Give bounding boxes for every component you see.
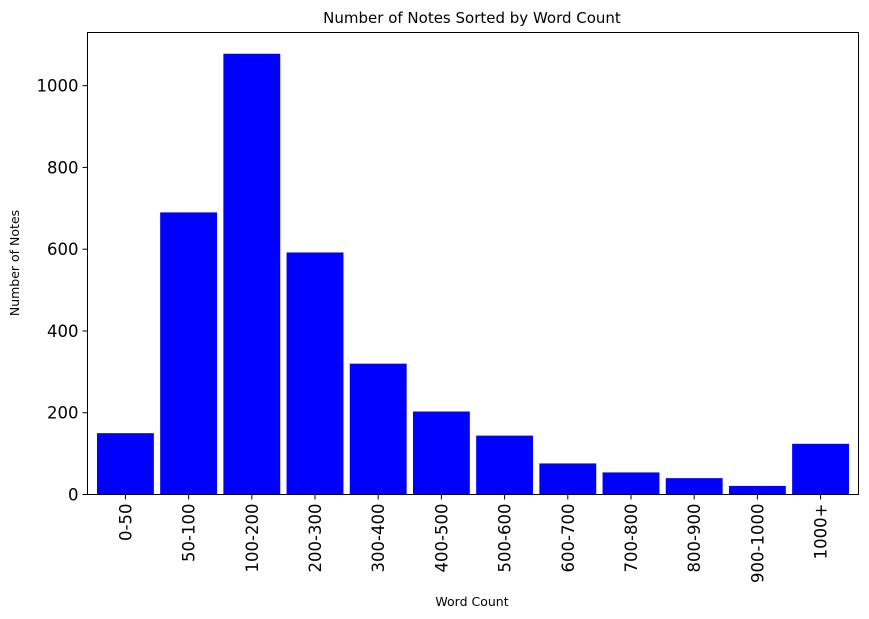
plot-frame [87, 32, 859, 495]
bar-400-500 [412, 411, 470, 495]
y-tick-label: 800 [47, 158, 79, 177]
y-tick-label: 0 [68, 486, 79, 505]
x-tick-label: 600-700 [559, 504, 578, 573]
x-tick-label: 1000+ [812, 504, 831, 560]
bar-900-1000 [728, 485, 786, 495]
x-tick-label: 0-50 [116, 504, 135, 541]
bar-700-800 [602, 472, 660, 495]
y-tick-label: 400 [47, 322, 79, 341]
bar-600-700 [539, 463, 597, 495]
bar-500-600 [476, 435, 534, 495]
x-tick-label: 800-900 [685, 504, 704, 573]
x-tick-label: 100-200 [243, 504, 262, 573]
bar-100-200 [223, 53, 281, 495]
y-tick-label: 200 [47, 404, 79, 423]
bar-300-400 [349, 363, 407, 495]
y-tick-label: 1000 [37, 77, 79, 96]
x-tick-label: 500-600 [496, 504, 515, 573]
x-tick-label: 400-500 [432, 503, 451, 572]
x-tick-label: 700-800 [622, 504, 641, 573]
x-axis-ticks: 0-50 50-100 100-200 200-300 300-400 400-500 50… [116, 494, 831, 583]
x-tick-label: 50-100 [180, 504, 199, 562]
chart-title: Number of Notes Sorted by Word Count [323, 9, 621, 27]
x-tick-label: 900-1000 [748, 504, 767, 583]
y-axis-label: Number of Notes [7, 210, 22, 316]
bar-50-100 [160, 212, 218, 495]
y-tick-label: 600 [47, 240, 79, 259]
bar-200-300 [286, 252, 344, 495]
bars-group [96, 53, 850, 495]
x-tick-label: 300-400 [369, 504, 388, 573]
x-tick-label: 200-300 [306, 504, 325, 573]
x-axis-label: Word Count [435, 594, 508, 609]
y-axis-ticks: 0 200 400 600 800 1000 [37, 77, 88, 505]
bar-1000+ [792, 443, 850, 495]
bar-0-50 [96, 433, 154, 495]
bar-800-900 [665, 478, 723, 495]
